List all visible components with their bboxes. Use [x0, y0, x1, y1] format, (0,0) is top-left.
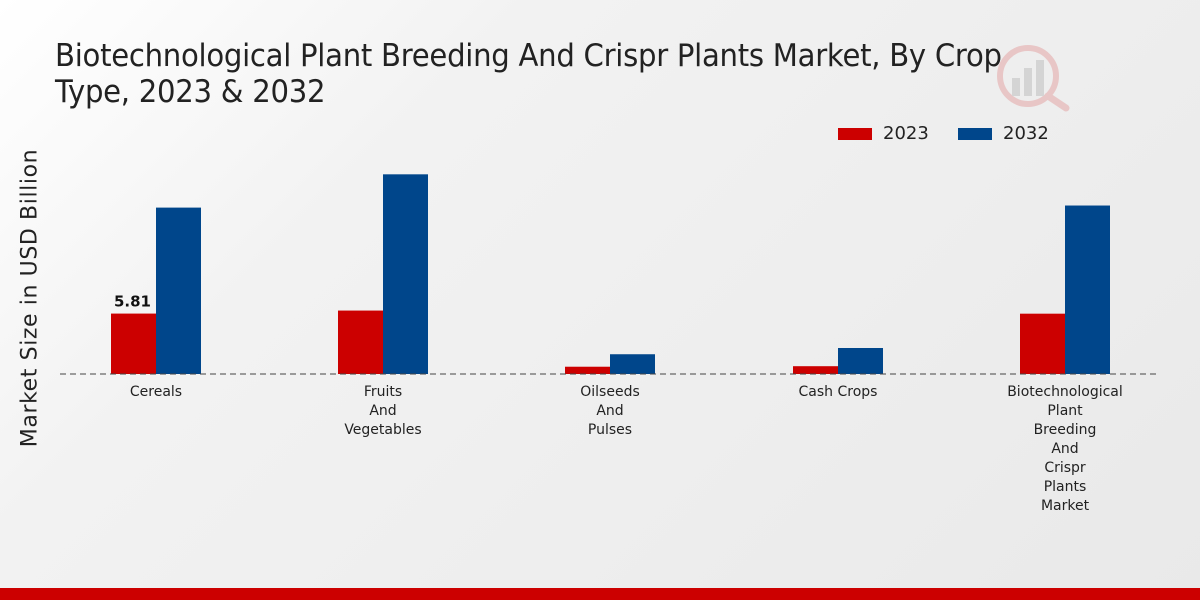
x-tick-label: Breeding: [1034, 422, 1097, 438]
x-tick-label: Fruits: [364, 384, 402, 400]
x-tick-label: And: [369, 403, 396, 419]
watermark-logo-icon: [997, 45, 1070, 112]
x-tick-label: Cash Crops: [799, 384, 878, 400]
x-tick-label: Oilseeds: [580, 384, 640, 400]
footer-bar: [0, 588, 1200, 600]
bar-2023-1[interactable]: [338, 310, 383, 374]
bar-2023-3[interactable]: [793, 366, 838, 374]
bar-2032-0[interactable]: [156, 207, 201, 374]
x-tick-label: Plant: [1047, 403, 1083, 419]
x-tick-label: Plants: [1044, 479, 1087, 495]
x-tick-label: Crispr: [1044, 460, 1086, 476]
legend-label-2023: 2023: [883, 123, 929, 144]
bar-2032-3[interactable]: [838, 348, 883, 374]
bar-2023-2[interactable]: [565, 366, 610, 374]
x-tick-label: And: [596, 403, 623, 419]
x-tick-label: And: [1051, 441, 1078, 457]
x-tick-label: Biotechnological: [1007, 384, 1123, 400]
chart-title: Biotechnological Plant Breeding And Cris…: [55, 38, 1002, 110]
legend-swatch-2032: [958, 128, 992, 140]
x-tick-label: Cereals: [130, 384, 182, 400]
bar-2032-1[interactable]: [383, 174, 428, 374]
bar-2023-4[interactable]: [1020, 313, 1065, 374]
x-tick-label: Pulses: [588, 422, 632, 438]
x-tick-label: Vegetables: [344, 422, 421, 438]
bar-2032-4[interactable]: [1065, 205, 1110, 374]
legend-label-2032: 2032: [1003, 123, 1049, 144]
x-tick-label: Market: [1041, 498, 1090, 514]
bar-2032-2[interactable]: [610, 354, 655, 374]
legend-swatch-2023: [838, 128, 872, 140]
bar-2023-0[interactable]: [111, 313, 156, 374]
data-label: 5.81: [114, 293, 151, 311]
